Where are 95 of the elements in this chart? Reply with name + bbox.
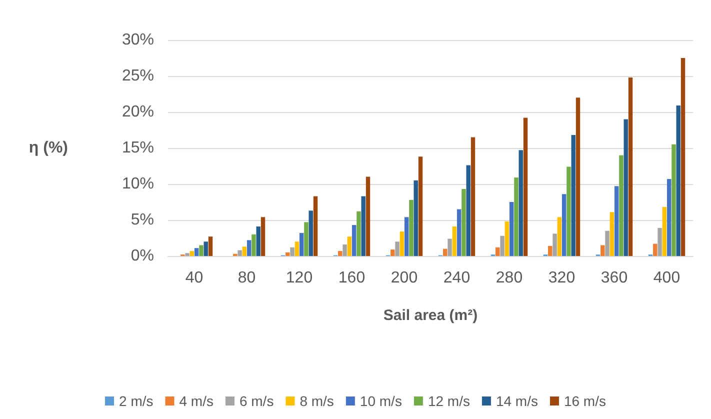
legend-label: 2 m/s	[119, 393, 154, 409]
bar	[452, 226, 457, 256]
bar	[308, 210, 313, 256]
bar	[390, 250, 395, 256]
bar	[338, 250, 342, 256]
y-tick-label: 0%	[130, 248, 154, 264]
bar	[456, 209, 462, 256]
bar	[260, 217, 266, 256]
bar	[653, 244, 658, 256]
bar	[208, 236, 213, 256]
bar	[246, 240, 252, 256]
bar	[576, 98, 580, 256]
bar	[252, 234, 256, 256]
bar	[500, 236, 504, 256]
x-tick-label: 120	[286, 270, 313, 286]
bar	[523, 118, 528, 256]
bar	[628, 77, 633, 256]
bar	[242, 246, 247, 256]
legend-label: 4 m/s	[179, 393, 214, 409]
bar	[418, 156, 423, 256]
bar	[294, 242, 300, 256]
bar	[356, 211, 361, 256]
bar	[409, 200, 414, 256]
legend-label: 14 m/s	[496, 393, 538, 409]
legend-label: 10 m/s	[360, 393, 402, 409]
bar	[361, 196, 366, 256]
bar	[600, 245, 605, 256]
bar	[404, 217, 409, 256]
x-tick-label: 200	[390, 270, 418, 286]
legend-label: 6 m/s	[239, 393, 274, 409]
bar	[190, 250, 194, 256]
bar	[304, 222, 308, 256]
bar	[605, 230, 610, 256]
bar	[194, 248, 199, 256]
legend-label: 12 m/s	[428, 393, 470, 409]
x-axis-title: Sail area (m²)	[383, 307, 478, 324]
x-tick-label: 40	[185, 270, 204, 286]
bar	[614, 186, 619, 256]
bar	[256, 226, 260, 256]
bar	[238, 250, 242, 256]
y-tick-label: 30%	[122, 32, 154, 48]
bar	[366, 176, 370, 256]
bar	[199, 245, 204, 256]
bar	[552, 234, 557, 256]
bar	[518, 150, 523, 256]
bar	[185, 253, 190, 256]
bar	[548, 246, 552, 256]
x-tick-label: 80	[238, 270, 256, 286]
x-tick-label: 400	[653, 270, 680, 286]
bar	[562, 194, 566, 256]
bar	[658, 228, 662, 256]
bar	[462, 189, 466, 256]
y-tick-label: 10%	[122, 176, 154, 192]
bar	[414, 180, 418, 256]
x-tick-label: 240	[443, 270, 470, 286]
bar	[400, 232, 404, 256]
bar	[290, 247, 294, 256]
bar	[676, 106, 680, 256]
bar	[313, 196, 318, 256]
bar	[347, 236, 352, 256]
bar	[509, 202, 514, 256]
bar	[566, 166, 571, 256]
y-tick-label: 5%	[130, 212, 154, 228]
legend-label: 8 m/s	[300, 393, 334, 409]
bar	[504, 221, 510, 256]
bar	[672, 144, 676, 256]
bar	[666, 178, 672, 256]
bar	[610, 212, 614, 256]
bar	[352, 225, 356, 256]
bar	[619, 155, 624, 256]
y-tick-label: 20%	[122, 104, 154, 120]
bar	[342, 244, 347, 256]
y-axis-title: η (%)	[28, 140, 68, 156]
x-tick-label: 320	[548, 270, 576, 286]
bar	[286, 252, 290, 256]
bar	[557, 217, 562, 256]
bar	[662, 207, 667, 256]
bar	[466, 165, 470, 256]
bar	[443, 248, 448, 256]
y-tick-label: 25%	[122, 68, 154, 84]
x-tick-label: 160	[338, 270, 366, 286]
bar	[470, 137, 476, 256]
x-tick-label: 280	[496, 270, 523, 286]
bar	[448, 238, 452, 256]
bar	[571, 135, 576, 256]
bar	[395, 242, 400, 256]
legend-label: 16 m/s	[564, 393, 606, 409]
bar	[514, 178, 518, 256]
bar	[299, 232, 304, 256]
x-tick-label: 360	[600, 270, 628, 286]
bar	[680, 58, 686, 256]
bar	[496, 247, 500, 256]
bar	[204, 242, 208, 256]
y-tick-label: 15%	[122, 140, 154, 156]
bar	[624, 119, 628, 256]
